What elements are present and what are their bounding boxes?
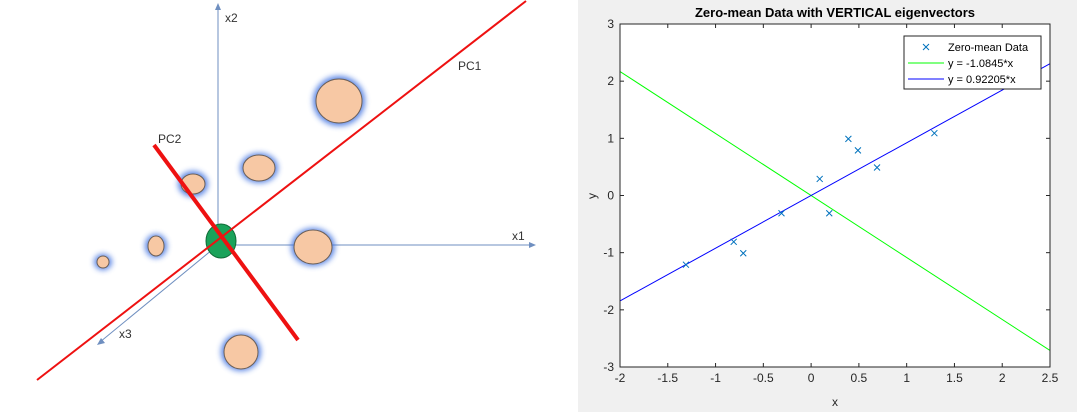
y-tick-label: -3 [603, 360, 614, 374]
x1-axis-label: x1 [512, 229, 525, 243]
x-tick-label: 1.5 [946, 371, 963, 385]
legend-label-green-line: y = -1.0845*x [948, 58, 1014, 70]
data-blob [97, 256, 109, 268]
x-tick-label: 0.5 [851, 371, 868, 385]
y-axis-label: y [585, 193, 599, 199]
data-blob [294, 230, 332, 264]
x-tick-label: 0 [808, 371, 815, 385]
x-tick-label: -1.5 [657, 371, 678, 385]
legend-label-blue-line: y = 0.92205*x [948, 74, 1016, 86]
pc1-label: PC1 [458, 59, 482, 73]
legend: Zero-mean Data y = -1.0845*x y = 0.92205… [904, 36, 1041, 89]
pc2-line [154, 145, 298, 340]
y-tick-label: 3 [607, 17, 614, 31]
y-tick-label: 1 [607, 131, 614, 145]
pca-diagram-panel: x2 x1 x3 PC1 PC2 [0, 0, 578, 412]
scatter-chart-panel: -2 -1.5 -1 -0.5 0 0.5 1 1.5 2 2.5 -3 -2 -1 0 1 2 3 Zero-… [578, 0, 1077, 412]
x3-axis [100, 245, 218, 342]
x2-arrowhead [215, 3, 221, 10]
y-tick-label: 2 [607, 74, 614, 88]
data-blob [316, 79, 362, 123]
pc2-label: PC2 [158, 132, 182, 146]
x-tick-label: -2 [615, 371, 626, 385]
chart-title: Zero-mean Data with VERTICAL eigenvector… [695, 5, 975, 20]
legend-label-points: Zero-mean Data [948, 42, 1029, 54]
data-blob [224, 335, 258, 369]
data-blob [148, 236, 164, 256]
pc1-line [37, 1, 526, 380]
x1-arrowhead [529, 242, 536, 248]
y-tick-label: -1 [603, 246, 614, 260]
x-tick-label: 2 [999, 371, 1006, 385]
x3-axis-label: x3 [119, 327, 132, 341]
x-axis-label: x [832, 395, 838, 409]
x-tick-label: 1 [903, 371, 910, 385]
y-tick-label: -2 [603, 303, 614, 317]
data-blob [243, 155, 275, 181]
y-tick-label: 0 [607, 189, 614, 203]
x-tick-label: -1 [710, 371, 721, 385]
pca-diagram: x2 x1 x3 PC1 PC2 [0, 0, 578, 412]
x-tick-label: 2.5 [1042, 371, 1059, 385]
x2-axis-label: x2 [225, 11, 238, 25]
x-tick-label: -0.5 [753, 371, 774, 385]
